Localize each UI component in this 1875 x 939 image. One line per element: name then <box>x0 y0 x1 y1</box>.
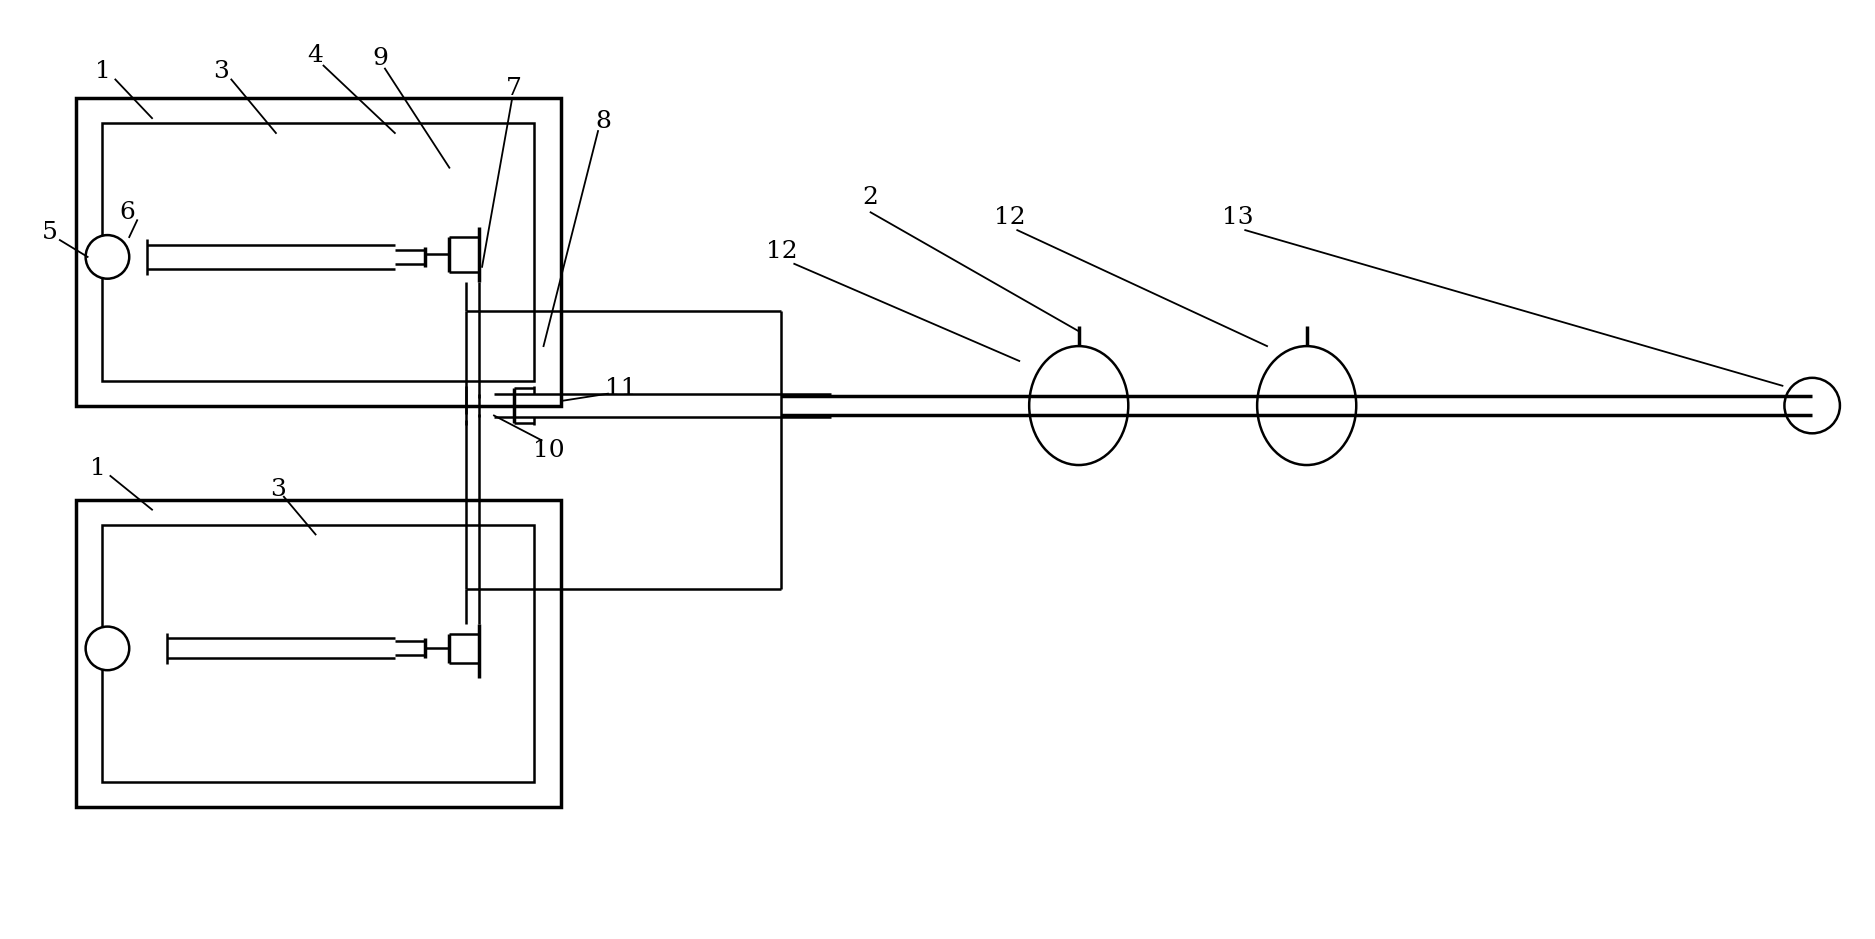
Text: 13: 13 <box>1221 206 1252 229</box>
Circle shape <box>86 235 129 279</box>
Text: 5: 5 <box>41 221 58 243</box>
Bar <box>75 99 561 406</box>
Text: 1: 1 <box>90 456 105 480</box>
Text: 3: 3 <box>270 478 285 501</box>
Text: 10: 10 <box>532 439 564 462</box>
Text: 12: 12 <box>765 240 797 264</box>
Text: 6: 6 <box>120 201 135 223</box>
Text: 3: 3 <box>214 60 229 83</box>
Text: 8: 8 <box>594 110 611 132</box>
Bar <box>103 525 534 782</box>
Text: 1: 1 <box>94 60 111 83</box>
Ellipse shape <box>1029 346 1129 465</box>
Text: 9: 9 <box>371 47 388 70</box>
Bar <box>103 123 534 381</box>
Ellipse shape <box>1256 346 1356 465</box>
Text: 11: 11 <box>606 377 638 400</box>
Text: 12: 12 <box>994 206 1026 229</box>
Circle shape <box>1785 377 1839 433</box>
Text: 2: 2 <box>862 186 879 209</box>
Bar <box>75 500 561 807</box>
Text: 7: 7 <box>506 77 521 100</box>
Text: 4: 4 <box>308 44 324 68</box>
Circle shape <box>86 626 129 670</box>
